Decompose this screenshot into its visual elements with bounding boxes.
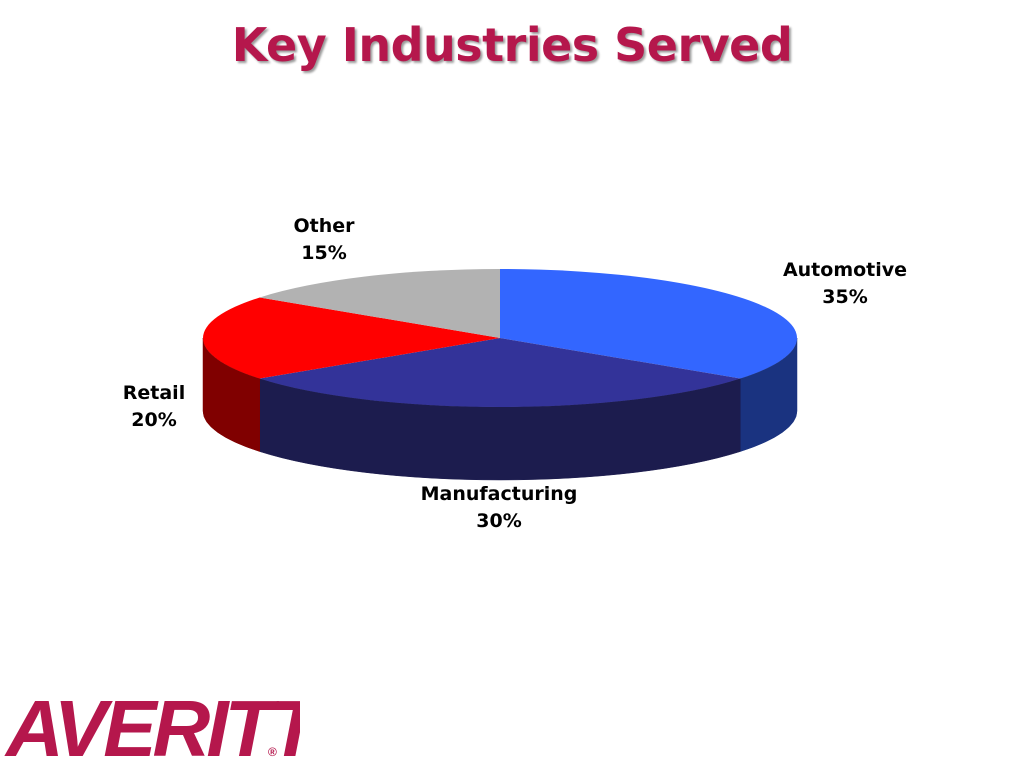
pie-slice-automotive	[500, 269, 798, 379]
slice-label-retail: Retail	[123, 382, 185, 404]
slide-title: Key Industries Served	[231, 18, 793, 72]
pie-chart: Automotive 35% Manufacturing 30% Retail 20% Ot…	[123, 215, 907, 532]
slice-value-automotive: 35%	[822, 286, 867, 308]
averitt-logo: AVERITT ®	[4, 684, 300, 760]
slice-value-other: 15%	[301, 242, 346, 264]
pie-slice-manufacturing	[259, 338, 741, 408]
pie-slice-retail	[202, 297, 500, 379]
slice-label-automotive: Automotive	[783, 259, 907, 281]
logo-registered-mark: ®	[268, 745, 277, 759]
logo-text: AVERITT	[4, 684, 300, 760]
slice-label-manufacturing: Manufacturing	[421, 483, 578, 505]
slice-label-other: Other	[293, 215, 355, 237]
slice-value-manufacturing: 30%	[476, 510, 521, 532]
slice-value-retail: 20%	[131, 409, 176, 431]
pie-slice-other	[259, 269, 500, 338]
